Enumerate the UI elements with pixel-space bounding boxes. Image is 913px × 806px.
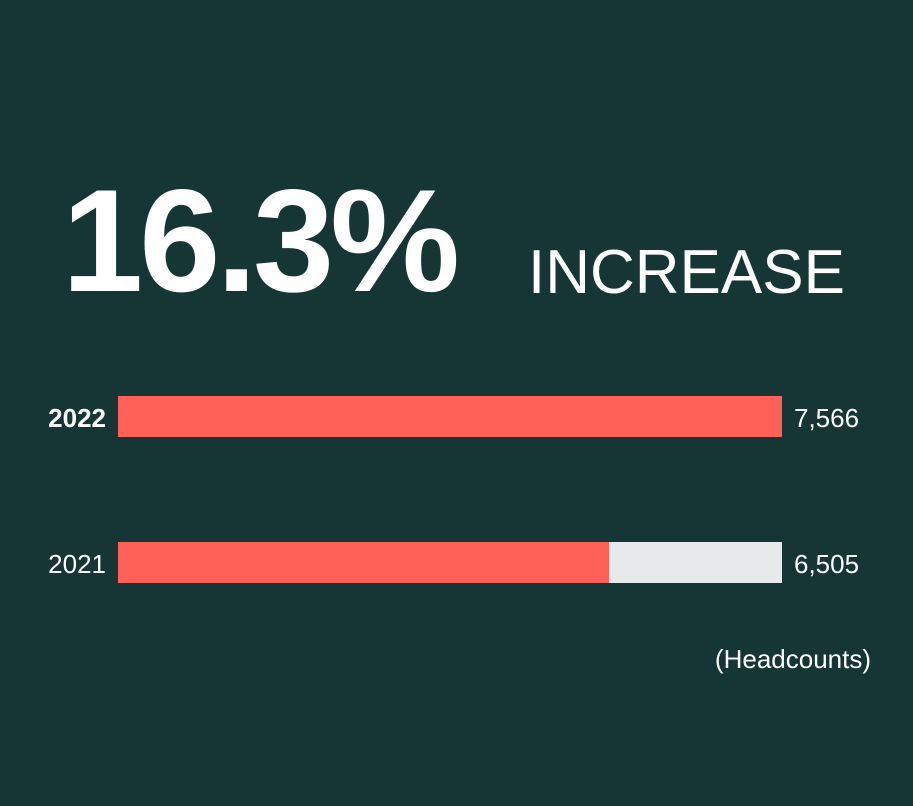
unit-label: (Headcounts): [714, 644, 871, 674]
bar: [118, 542, 609, 583]
bar: [118, 396, 782, 437]
bar-value-label: 7,566: [794, 403, 860, 433]
headline-label: INCREASE: [528, 238, 845, 307]
bar-track: [118, 396, 782, 437]
bar-category-label: 2021: [48, 549, 106, 579]
bar-category-label: 2022: [48, 403, 106, 433]
headline-percent: 16.3%: [62, 159, 460, 322]
bar-value-label: 6,505: [794, 549, 860, 579]
bar-track: [118, 542, 782, 583]
